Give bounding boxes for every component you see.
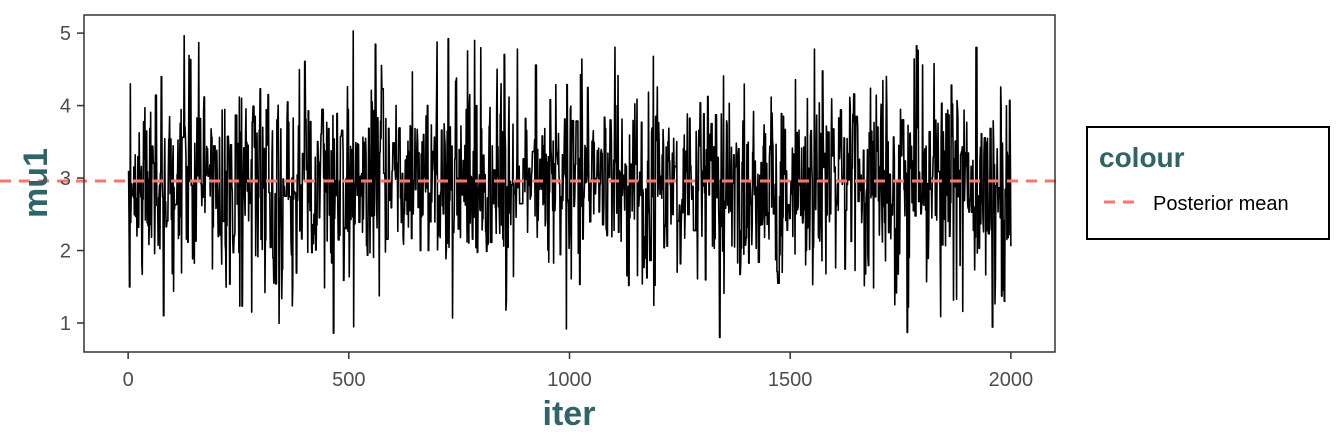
legend: colour Posterior mean bbox=[1086, 126, 1330, 240]
y-tick-label-1: 1 bbox=[60, 313, 71, 335]
x-axis: 0 500 1000 1500 2000 bbox=[123, 352, 1034, 391]
legend-label-posterior-mean: Posterior mean bbox=[1153, 193, 1289, 215]
x-tick-label-500: 500 bbox=[332, 369, 365, 391]
legend-title: colour bbox=[1099, 142, 1185, 173]
x-axis-title: iter bbox=[543, 395, 596, 433]
trace-layer bbox=[127, 30, 1012, 339]
trace-line-mu1 bbox=[127, 30, 1012, 339]
x-tick-label-1000: 1000 bbox=[547, 369, 592, 391]
x-tick-label-2000: 2000 bbox=[989, 369, 1034, 391]
y-tick-label-3: 3 bbox=[60, 168, 71, 190]
x-tick-label-0: 0 bbox=[123, 369, 134, 391]
y-tick-label-5: 5 bbox=[60, 23, 71, 45]
x-tick-label-1500: 1500 bbox=[768, 369, 813, 391]
y-tick-label-2: 2 bbox=[60, 241, 71, 263]
y-axis-title: mu1 bbox=[17, 148, 55, 218]
y-axis: 1 2 3 4 5 bbox=[60, 23, 84, 335]
legend-box bbox=[1086, 126, 1330, 240]
y-tick-label-4: 4 bbox=[60, 96, 71, 118]
